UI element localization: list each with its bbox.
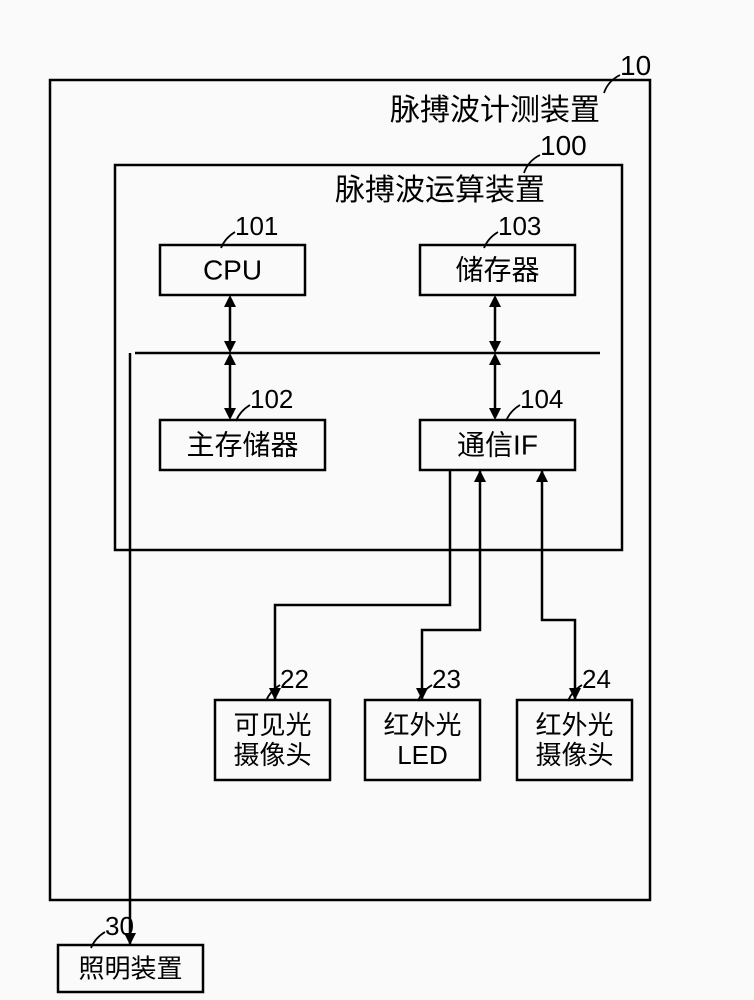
viscam-label-0: 可见光 [233, 710, 311, 740]
ref-101: 101 [235, 211, 278, 241]
ref-22: 22 [280, 664, 309, 694]
ref-23: 23 [432, 664, 461, 694]
storage-label: 储存器 [455, 255, 539, 286]
viscam-label-1: 摄像头 [233, 740, 311, 770]
ref-24: 24 [582, 664, 611, 694]
ref-104: 104 [520, 384, 563, 414]
commif-label: 通信IF [457, 430, 538, 461]
irled-label-1: LED [397, 740, 448, 770]
outer-title: 脉搏波计测装置 [390, 94, 600, 127]
irled-label-0: 红外光 [383, 710, 461, 740]
cpu-label: CPU [203, 255, 262, 286]
ref-102: 102 [250, 384, 293, 414]
ref-10: 10 [620, 50, 651, 81]
mainmem-label: 主存储器 [186, 430, 298, 461]
lighting-label: 照明装置 [78, 954, 182, 984]
inner-compute-box [115, 165, 622, 550]
ref-103: 103 [498, 211, 541, 241]
route-to_ircam [542, 470, 575, 700]
ircam-label-0: 红外光 [535, 710, 613, 740]
inner-title: 脉搏波运算装置 [335, 174, 545, 207]
ircam-label-1: 摄像头 [535, 740, 613, 770]
ref-100: 100 [540, 130, 587, 161]
